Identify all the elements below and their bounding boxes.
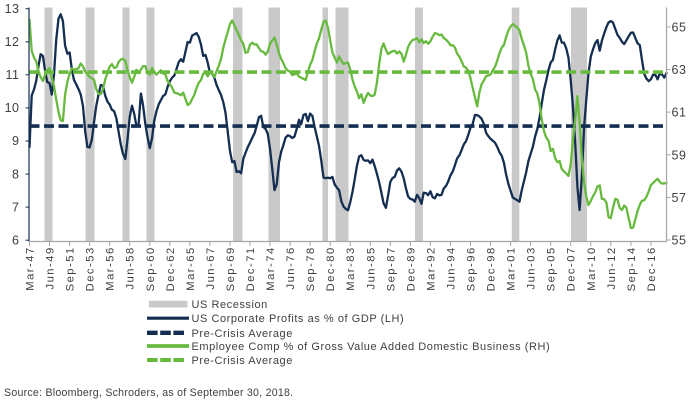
- svg-text:7: 7: [12, 200, 19, 214]
- svg-text:Sep-60: Sep-60: [145, 246, 157, 291]
- svg-text:Sep-78: Sep-78: [305, 246, 317, 291]
- svg-text:Dec-53: Dec-53: [85, 246, 97, 291]
- svg-text:Dec-80: Dec-80: [325, 246, 337, 291]
- svg-text:Sep-05: Sep-05: [546, 246, 558, 291]
- svg-text:63: 63: [672, 63, 687, 77]
- svg-text:Jun-58: Jun-58: [125, 246, 137, 289]
- svg-text:Pre-Crisis Average: Pre-Crisis Average: [192, 328, 293, 340]
- svg-text:Dec-16: Dec-16: [646, 246, 658, 291]
- svg-text:Sep-96: Sep-96: [466, 246, 478, 291]
- svg-text:Jun-85: Jun-85: [365, 246, 377, 289]
- svg-text:11: 11: [6, 68, 20, 82]
- svg-text:57: 57: [672, 191, 687, 205]
- svg-text:Dec-71: Dec-71: [245, 246, 257, 291]
- svg-text:Source: Bloomberg, Schroders,: Source: Bloomberg, Schroders, as of Sept…: [4, 387, 293, 399]
- svg-text:US Recession: US Recession: [192, 299, 268, 311]
- svg-text:61: 61: [672, 106, 687, 120]
- svg-text:Sep-14: Sep-14: [626, 246, 638, 291]
- svg-text:Mar-47: Mar-47: [25, 246, 37, 290]
- svg-text:Jun-67: Jun-67: [205, 246, 217, 289]
- svg-text:13: 13: [5, 2, 20, 16]
- svg-text:Mar-10: Mar-10: [586, 246, 598, 290]
- svg-text:Jun-94: Jun-94: [446, 246, 458, 289]
- svg-text:Mar-01: Mar-01: [506, 246, 518, 290]
- svg-text:9: 9: [12, 134, 19, 148]
- svg-text:Sep-87: Sep-87: [385, 246, 397, 291]
- svg-text:8: 8: [12, 167, 19, 181]
- svg-text:Dec-98: Dec-98: [486, 246, 498, 291]
- svg-text:Pre-Crisis Average: Pre-Crisis Average: [192, 355, 293, 367]
- svg-text:10: 10: [5, 101, 20, 115]
- svg-text:Jun-12: Jun-12: [606, 246, 618, 289]
- svg-text:Jun-03: Jun-03: [526, 246, 538, 289]
- svg-text:12: 12: [5, 35, 20, 49]
- svg-text:Mar-56: Mar-56: [105, 246, 117, 290]
- svg-text:Jun-76: Jun-76: [285, 246, 297, 289]
- svg-text:Mar-65: Mar-65: [185, 246, 197, 290]
- svg-text:Sep-69: Sep-69: [225, 246, 237, 291]
- svg-text:Mar-92: Mar-92: [425, 246, 437, 290]
- svg-text:Dec-89: Dec-89: [405, 246, 417, 291]
- svg-text:US Corporate Profits as % of G: US Corporate Profits as % of GDP (LH): [192, 313, 405, 325]
- svg-text:Employee Comp % of Gross Value: Employee Comp % of Gross Value Added Dom…: [192, 341, 551, 353]
- svg-text:Mar-83: Mar-83: [345, 246, 357, 290]
- svg-text:6: 6: [12, 233, 19, 247]
- svg-text:Dec-62: Dec-62: [165, 246, 177, 291]
- svg-text:59: 59: [672, 148, 687, 162]
- svg-text:Mar-74: Mar-74: [265, 246, 277, 290]
- svg-text:Jun-49: Jun-49: [45, 246, 57, 289]
- svg-text:55: 55: [672, 234, 687, 248]
- svg-text:Sep-51: Sep-51: [65, 246, 77, 291]
- svg-text:65: 65: [672, 20, 687, 34]
- svg-text:Dec-07: Dec-07: [566, 246, 578, 291]
